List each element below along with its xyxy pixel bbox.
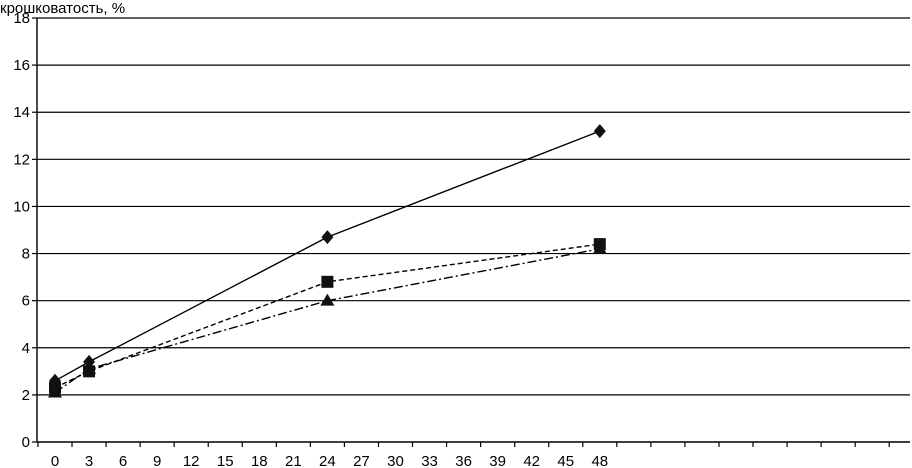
data-point-triangle (592, 241, 607, 254)
data-point-triangle (82, 361, 97, 374)
data-point-square (321, 275, 334, 288)
y-tick-label-4: 4 (22, 340, 30, 357)
x-tick-label-12: 12 (183, 453, 200, 468)
x-tick-label-3: 3 (85, 453, 93, 468)
x-tick-label-18: 18 (251, 453, 268, 468)
y-tick-labels: 0 2 4 6 8 10 12 14 16 18 (13, 10, 30, 451)
y-tick-label-18: 18 (13, 10, 30, 27)
data-point-diamond (321, 230, 334, 245)
x-tick-label-33: 33 (421, 453, 438, 468)
x-tick-label-24: 24 (319, 453, 336, 468)
x-tick-label-36: 36 (455, 453, 472, 468)
x-tick-label-42: 42 (523, 453, 540, 468)
gridlines (37, 17, 910, 396)
series-line-diamond (54, 130, 601, 382)
data-point-triangle (48, 385, 62, 398)
x-tick-label-39: 39 (489, 453, 506, 468)
y-tick-label-12: 12 (13, 151, 30, 168)
x-tick-label-15: 15 (217, 453, 234, 468)
x-tick-label-21: 21 (285, 453, 302, 468)
x-tick-label-45: 45 (557, 453, 574, 468)
x-tick-label-9: 9 (153, 453, 161, 468)
y-tick-label-16: 16 (13, 57, 30, 74)
y-tick-label-14: 14 (13, 104, 30, 121)
data-point-diamond (593, 124, 606, 139)
series-line-triangle (54, 248, 600, 394)
x-tick-label-0: 0 (51, 453, 59, 468)
data-point-triangle (320, 293, 335, 306)
series-line-square (54, 243, 600, 389)
series-triangle (48, 241, 607, 398)
series-diamond (49, 124, 606, 388)
x-tick-label-48: 48 (591, 453, 608, 468)
series-group (48, 124, 607, 398)
y-tick-label-6: 6 (22, 293, 30, 310)
x-tick-label-27: 27 (353, 453, 370, 468)
series-square (49, 238, 606, 394)
y-tick-label-2: 2 (22, 387, 30, 404)
y-tick-label-10: 10 (13, 198, 30, 215)
y-tick-label-8: 8 (22, 246, 30, 263)
y-axis-label: крошковатость, % (0, 0, 125, 17)
x-tick-label-30: 30 (387, 453, 404, 468)
x-tick-label-6: 6 (119, 453, 127, 468)
axes (32, 17, 910, 447)
y-tick-label-0: 0 (22, 434, 30, 451)
x-tick-labels: 0 3 6 9 12 15 18 21 24 27 30 33 36 39 42 45 48 (51, 453, 608, 468)
